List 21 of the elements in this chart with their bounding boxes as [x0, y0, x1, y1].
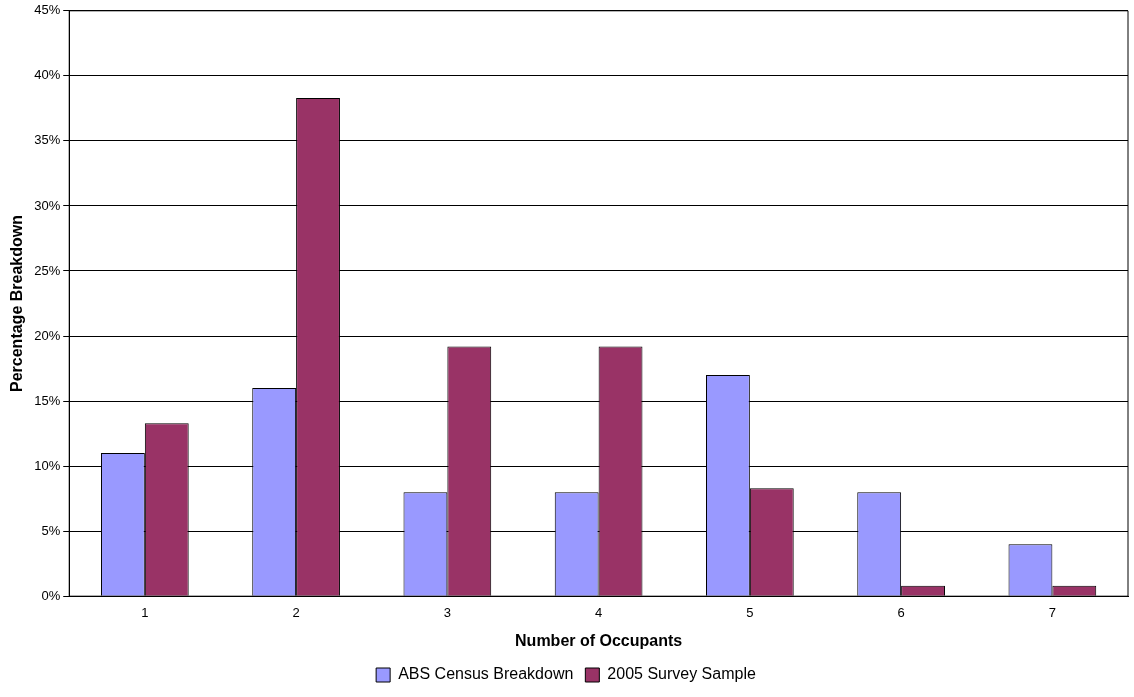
- y-tick-label: 10%: [34, 457, 61, 473]
- y-tick-label: 0%: [41, 587, 61, 603]
- x-tick-label: 4: [594, 604, 603, 620]
- y-tick-label: 15%: [34, 392, 61, 408]
- legend-label: 2005 Survey Sample: [607, 665, 756, 683]
- x-tick-label: 6: [897, 604, 905, 620]
- y-axis-title: Percentage Breakdown: [8, 215, 26, 392]
- y-tick-label: 20%: [34, 327, 61, 343]
- y-tick-label: 25%: [34, 262, 61, 278]
- legend-label: ABS Census Breakdown: [398, 665, 574, 683]
- x-tick-label: 7: [1048, 604, 1056, 620]
- y-tick-label: 45%: [34, 2, 61, 18]
- x-tick-label: 3: [443, 604, 451, 620]
- x-tick-label: 2: [292, 604, 300, 620]
- y-tick-label: 35%: [34, 132, 61, 148]
- y-tick-label: 40%: [34, 67, 61, 83]
- y-tick-label: 5%: [41, 522, 61, 538]
- x-axis-title: Number of Occupants: [515, 631, 683, 649]
- x-tick-label: 5: [746, 604, 754, 620]
- x-tick-label: 1: [141, 604, 149, 620]
- y-tick-label: 30%: [34, 197, 61, 213]
